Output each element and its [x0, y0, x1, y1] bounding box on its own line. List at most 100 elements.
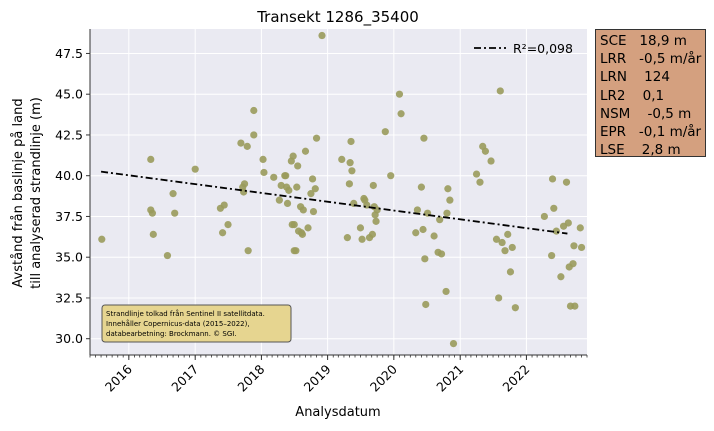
data-point	[369, 181, 377, 190]
data-point	[562, 178, 571, 186]
y-axis-label-line1: Avstånd från baslinje på land	[11, 98, 26, 287]
annotation-line1: Strandlinje tolkad från Sentinel II sate…	[106, 309, 265, 318]
stats-box: SCE 18,9 m LRR -0,5 m/år LRN 124 LR2 0,1…	[595, 29, 706, 159]
y-tick-label: 42.5	[55, 127, 83, 142]
stat-value: -0,5 m	[630, 105, 692, 122]
stat-key: LRR	[600, 51, 627, 68]
data-point	[495, 294, 503, 302]
data-point	[148, 209, 156, 217]
x-tick-label: 2018	[234, 361, 267, 394]
x-tick-label: 2019	[301, 361, 334, 394]
data-point	[550, 204, 558, 212]
data-point	[260, 168, 268, 177]
data-point	[220, 201, 228, 209]
data-point	[496, 87, 504, 95]
data-point	[163, 251, 172, 260]
data-point	[301, 147, 310, 155]
stat-row-sce: SCE 18,9 m	[600, 32, 705, 50]
data-point	[504, 230, 512, 238]
annotation-line3: databearbetning: Brockmann. © SGI.	[106, 330, 237, 338]
data-point	[270, 173, 278, 181]
stat-key: NSM	[600, 105, 631, 122]
data-point	[307, 190, 315, 198]
stat-value: 2,8 m	[624, 142, 681, 159]
data-point	[421, 255, 429, 263]
x-tick-label: 2020	[367, 361, 400, 394]
data-point	[540, 212, 548, 221]
y-tick-label: 40.0	[55, 168, 83, 183]
trend-line	[100, 170, 568, 235]
data-point	[292, 247, 300, 255]
data-point	[356, 224, 365, 232]
stat-key: LRN	[600, 69, 627, 86]
data-point	[412, 229, 420, 237]
stat-value: 0,1	[625, 87, 665, 104]
stat-row-lrr: LRR -0,5 m/år	[600, 50, 705, 68]
data-point	[345, 180, 353, 188]
stat-value: -0,5 m/år	[626, 51, 702, 68]
data-point	[420, 134, 428, 142]
data-point	[577, 243, 586, 252]
annotation-line2: Innehåller Copernicus-data (2015–2022),	[106, 319, 250, 328]
x-tick-label: 2017	[168, 362, 201, 395]
data-point	[243, 142, 251, 150]
data-point	[570, 242, 578, 250]
data-point	[250, 131, 258, 139]
trend-line-group	[100, 170, 568, 235]
data-point	[343, 234, 351, 242]
data-point	[318, 31, 326, 40]
y-tick-label: 32.5	[55, 290, 83, 305]
data-point	[430, 232, 438, 240]
data-point	[218, 229, 227, 237]
data-point	[436, 216, 444, 224]
data-point	[308, 175, 317, 183]
data-point	[576, 224, 584, 232]
data-point	[446, 196, 454, 204]
data-point	[283, 199, 292, 208]
data-point	[298, 230, 307, 238]
y-axis-label-line2: till analyserad strandlinje (m)	[29, 97, 44, 289]
data-point	[506, 268, 515, 276]
legend: R²=0,098	[474, 41, 573, 56]
data-point	[282, 172, 290, 180]
data-point	[289, 152, 297, 160]
data-point	[422, 300, 430, 309]
data-point	[501, 247, 509, 255]
stat-key: LSE	[600, 142, 625, 159]
chart-title: Transekt 1286_35400	[256, 8, 419, 27]
data-point	[309, 207, 318, 216]
x-tick-label: 2022	[499, 362, 532, 395]
data-point	[472, 170, 481, 178]
data-point	[290, 221, 298, 229]
data-point	[312, 134, 321, 142]
data-point	[244, 247, 252, 255]
data-point	[564, 219, 572, 227]
stat-key: LR2	[600, 87, 626, 104]
data-point	[476, 178, 484, 186]
stat-row-lrn: LRN 124	[600, 68, 705, 86]
data-point	[381, 128, 389, 136]
data-point	[557, 273, 565, 281]
data-point	[437, 250, 446, 258]
data-point	[237, 139, 245, 147]
y-tick-label: 47.5	[55, 46, 83, 61]
stat-row-epr: EPR -0,1 m/år	[600, 123, 705, 141]
x-tick-label: 2016	[102, 361, 135, 394]
data-point	[481, 147, 490, 155]
data-point	[304, 224, 312, 232]
x-axis-label: Analysdatum	[295, 405, 380, 420]
data-point	[171, 209, 179, 217]
data-point	[492, 235, 501, 243]
annotation-box: Strandlinje tolkad från Sentinel II sate…	[101, 304, 292, 343]
data-point	[511, 304, 519, 312]
data-point	[397, 110, 405, 118]
x-tick-label: 2021	[433, 362, 466, 395]
legend-label: R²=0,098	[513, 41, 573, 56]
data-point	[548, 251, 556, 260]
data-point	[250, 106, 258, 115]
data-point	[285, 186, 293, 194]
data-point	[293, 183, 301, 191]
stat-row-lse: LSE 2,8 m	[600, 141, 705, 159]
data-point	[571, 302, 579, 310]
